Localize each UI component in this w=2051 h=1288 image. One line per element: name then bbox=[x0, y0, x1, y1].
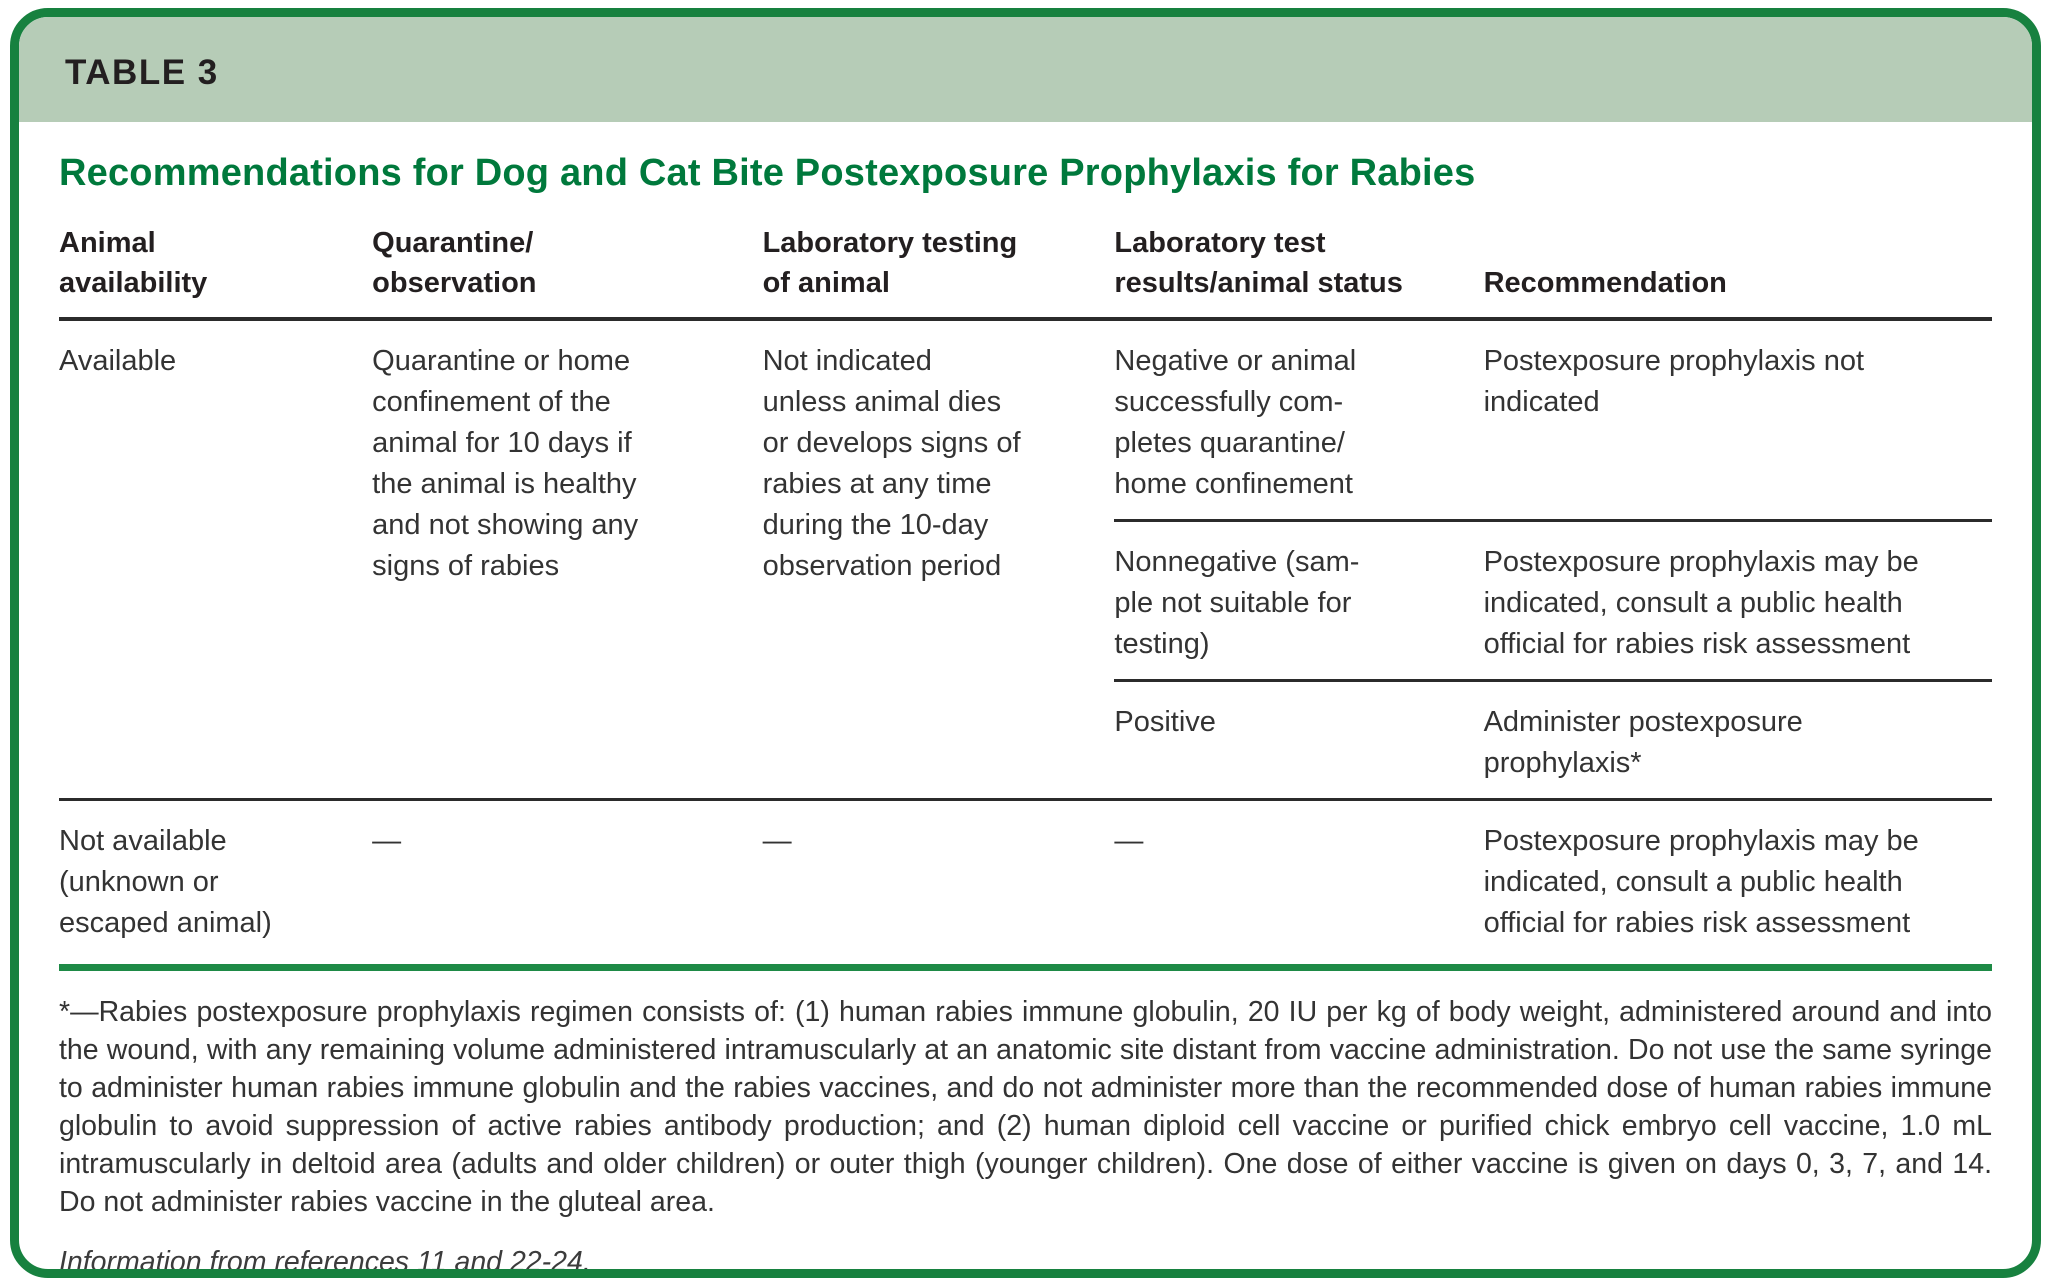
cell-result-negative: Negative or animal successfully com- ple… bbox=[1114, 345, 1357, 500]
cell-rec-may-be-indicated: Postexposure prophylaxis may be indicate… bbox=[1483, 519, 1992, 679]
table-card: TABLE 3 Recommendations for Dog and Cat … bbox=[10, 8, 2041, 1278]
cell-result-nonnegative: Nonnegative (sam- ple not suitable for t… bbox=[1114, 519, 1484, 679]
cell-quarantine-home-confinement: Quarantine or home confinement of the an… bbox=[372, 345, 639, 582]
cell-dash-result: — bbox=[1114, 798, 1484, 964]
cell-not-available: Not available (unknown or escaped animal… bbox=[59, 798, 373, 964]
cell-result-positive: Positive bbox=[1114, 679, 1484, 798]
header-laboratory-testing: Laboratory testing of animal bbox=[762, 223, 1115, 321]
cell-not-indicated-unless: Not indicated unless animal dies or deve… bbox=[762, 345, 1021, 582]
cell-rec-not-indicated: Postexposure prophylaxis not indicated bbox=[1483, 345, 1865, 418]
table-content: Recommendations for Dog and Cat Bite Pos… bbox=[19, 152, 2032, 1278]
cell-dash-quarantine: — bbox=[372, 798, 763, 964]
header-laboratory-results: Laboratory test results/animal status bbox=[1114, 223, 1484, 321]
footnote-text: *—Rabies postexposure prophylaxis regime… bbox=[59, 996, 1992, 1218]
data-table: Animal availability Quarantine/ observat… bbox=[59, 223, 1992, 964]
cell-available: Available bbox=[59, 345, 177, 377]
header-quarantine-observation: Quarantine/ observation bbox=[372, 223, 763, 321]
table-label-band: TABLE 3 bbox=[19, 17, 2032, 122]
header-animal-availability: Animal availability bbox=[59, 223, 373, 321]
cell-rec-administer-pep: Administer postexposure prophylaxis* bbox=[1483, 679, 1992, 798]
table-bottom-rule bbox=[59, 964, 1992, 971]
cell-dash-testing: — bbox=[762, 798, 1115, 964]
cell-rec-not-available: Postexposure prophylaxis may be indicate… bbox=[1483, 798, 1992, 964]
source-citation: Information from references 11 and 22-24… bbox=[59, 1246, 591, 1278]
table-title: Recommendations for Dog and Cat Bite Pos… bbox=[59, 152, 1476, 194]
table-number-label: TABLE 3 bbox=[65, 52, 219, 92]
header-recommendation: Recommendation bbox=[1483, 223, 1992, 321]
